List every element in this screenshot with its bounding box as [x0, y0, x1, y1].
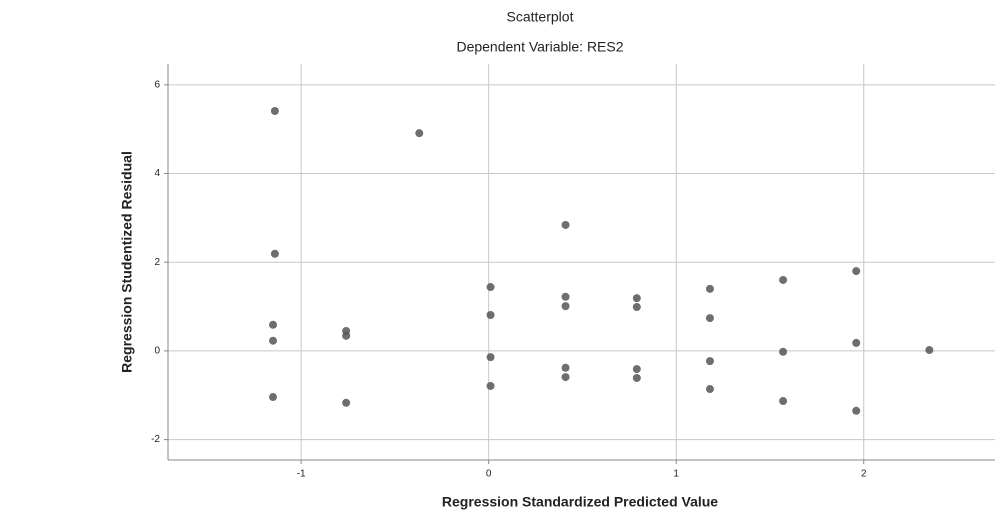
point [779, 397, 787, 405]
point [415, 129, 423, 137]
chart-subtitle: Dependent Variable: RES2 [456, 39, 623, 55]
y-tick-label: -2 [151, 434, 160, 445]
point [633, 294, 641, 302]
point [269, 321, 277, 329]
point [633, 374, 641, 382]
y-tick-label: 4 [154, 168, 160, 179]
chart-title: Scatterplot [507, 9, 574, 25]
point [852, 339, 860, 347]
point [269, 393, 277, 401]
point [271, 250, 279, 258]
point [562, 293, 570, 301]
point [562, 364, 570, 372]
point [633, 365, 641, 373]
point [852, 407, 860, 415]
chart: Scatterplot Dependent Variable: RES2 Reg… [0, 0, 995, 515]
y-tick-label: 6 [154, 79, 160, 90]
page: {"chart_data": {"type": "scatter", "titl… [0, 0, 995, 515]
point [779, 276, 787, 284]
point [925, 346, 933, 354]
point [706, 285, 714, 293]
point [706, 357, 714, 365]
point [342, 399, 350, 407]
x-axis-label: Regression Standardized Predicted Value [442, 494, 718, 510]
point [487, 353, 495, 361]
point [706, 314, 714, 322]
x-tick-label: 2 [861, 469, 867, 480]
point [487, 382, 495, 390]
y-axis-label: Regression Studentized Residual [119, 151, 135, 373]
point [487, 283, 495, 291]
point [271, 107, 279, 115]
point [342, 332, 350, 340]
point [562, 302, 570, 310]
point [852, 267, 860, 275]
y-tick-label: 0 [154, 346, 160, 357]
point [633, 303, 641, 311]
point [562, 221, 570, 229]
point [706, 385, 714, 393]
y-tick-label: 2 [154, 257, 160, 268]
point [487, 311, 495, 319]
x-tick-label: 0 [486, 469, 492, 480]
point [562, 373, 570, 381]
point [779, 348, 787, 356]
x-tick-label: -1 [297, 469, 306, 480]
x-tick-label: 1 [673, 469, 679, 480]
point [269, 337, 277, 345]
